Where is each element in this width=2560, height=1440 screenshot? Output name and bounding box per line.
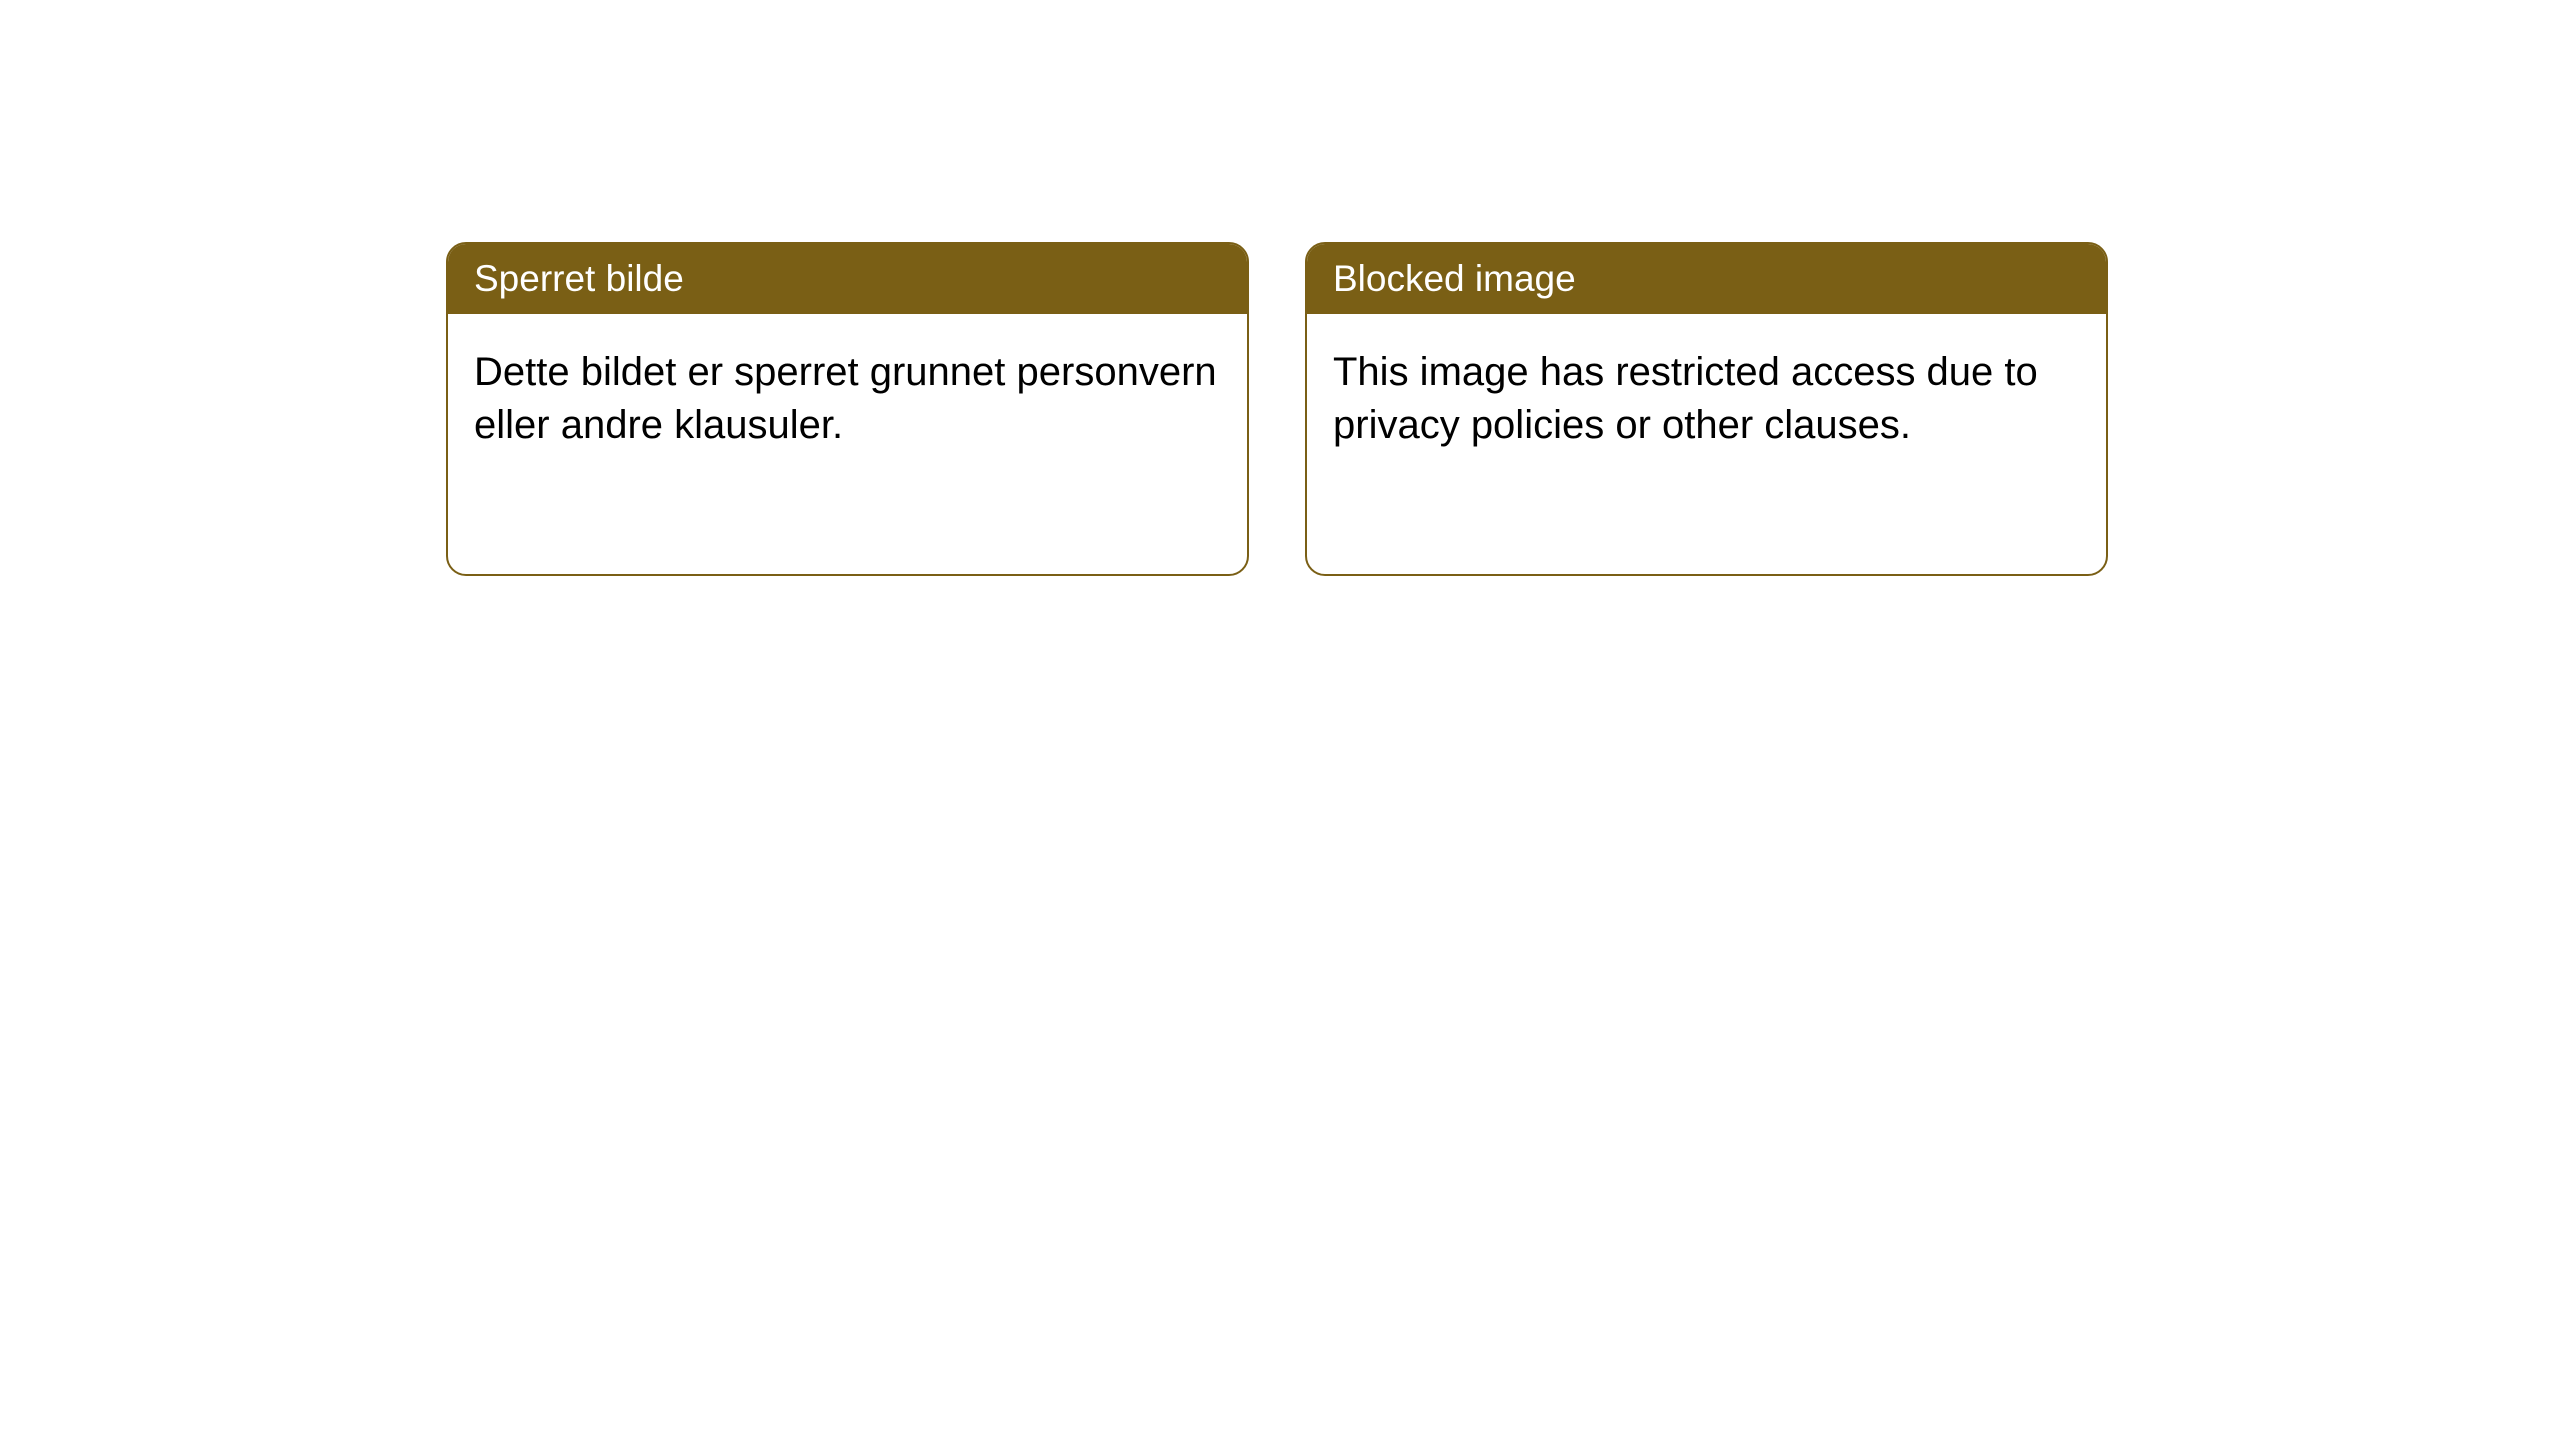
card-body: This image has restricted access due to … [1307, 314, 2106, 484]
card-header: Blocked image [1307, 244, 2106, 314]
card-body-text: Dette bildet er sperret grunnet personve… [474, 350, 1217, 447]
card-title: Blocked image [1333, 258, 1576, 299]
card-title: Sperret bilde [474, 258, 684, 299]
notice-card-english: Blocked image This image has restricted … [1305, 242, 2108, 576]
card-body-text: This image has restricted access due to … [1333, 350, 2038, 447]
card-header: Sperret bilde [448, 244, 1247, 314]
notice-cards-container: Sperret bilde Dette bildet er sperret gr… [446, 242, 2108, 576]
notice-card-norwegian: Sperret bilde Dette bildet er sperret gr… [446, 242, 1249, 576]
card-body: Dette bildet er sperret grunnet personve… [448, 314, 1247, 484]
